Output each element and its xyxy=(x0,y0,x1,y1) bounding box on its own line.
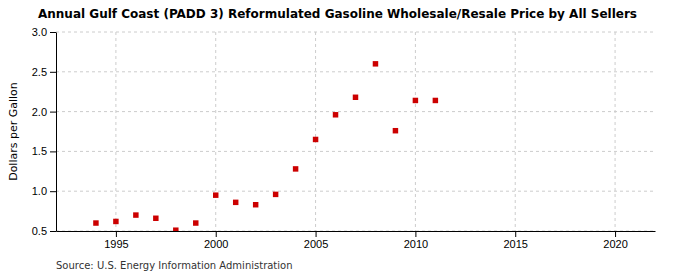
title: Annual Gulf Coast (PADD 3) Reformulated … xyxy=(38,7,637,21)
grid-line-y xyxy=(56,151,655,152)
x-tick-label: 2020 xyxy=(603,238,627,250)
x-axis-line xyxy=(57,231,656,232)
point xyxy=(353,95,358,100)
point xyxy=(413,98,418,103)
x-tick-mark xyxy=(116,231,117,237)
grid-line-x xyxy=(415,32,416,231)
plot-area: 1995 2000 2005 2010 2015 2020 0.5 1.0 1.5 2.0 2.5 3… xyxy=(32,26,656,250)
point xyxy=(193,220,198,225)
point xyxy=(93,220,98,225)
grid-line-y xyxy=(56,111,655,112)
x-tick: 2005 xyxy=(304,231,328,250)
y-tick: 2.5 xyxy=(32,66,56,78)
x-tick-label: 2015 xyxy=(503,238,527,250)
x-tick: 2020 xyxy=(603,231,627,250)
y-axis-line xyxy=(56,33,57,232)
grid-line-y xyxy=(56,71,655,72)
point xyxy=(213,192,218,197)
point xyxy=(273,192,278,197)
y-tick: 1.0 xyxy=(32,185,56,197)
y-tick-label: 1.5 xyxy=(32,145,47,157)
y-axis: 0.5 1.0 1.5 2.0 2.5 3.0 xyxy=(32,26,57,237)
grid-line-y xyxy=(56,231,655,232)
point xyxy=(313,137,318,142)
x-tick-mark xyxy=(415,231,416,237)
y-tick: 3.0 xyxy=(32,26,56,38)
y-tick-label: 2.5 xyxy=(32,66,47,78)
x-tick-mark xyxy=(216,231,217,237)
y-tick-label: 0.5 xyxy=(32,225,47,237)
grid-line-y xyxy=(56,32,655,33)
y-tick-mark xyxy=(50,32,56,33)
x-tick: 1995 xyxy=(104,231,128,250)
point xyxy=(113,219,118,224)
y-tick-label: 1.0 xyxy=(32,185,47,197)
point xyxy=(293,166,298,171)
y-tick: 0.5 xyxy=(32,225,56,237)
chart: 1995 2000 2005 2010 2015 2020 0.5 1.0 1.5 2.0 2.5 3… xyxy=(0,0,675,275)
grid-line-x xyxy=(115,32,116,231)
x-tick: 2015 xyxy=(503,231,527,250)
point xyxy=(333,112,338,117)
y-axis-label: Dollars per Gallon xyxy=(7,82,20,181)
y-tick: 1.5 xyxy=(32,145,56,157)
point xyxy=(253,202,258,207)
x-tick-label: 2005 xyxy=(304,238,328,250)
point xyxy=(393,128,398,133)
x-axis: 1995 2000 2005 2010 2015 2020 xyxy=(57,231,656,250)
point xyxy=(233,200,238,205)
y-tick-mark xyxy=(50,151,56,152)
y-tick: 2.0 xyxy=(32,106,56,118)
x-tick-mark xyxy=(615,231,616,237)
x-tick: 2000 xyxy=(204,231,228,250)
point xyxy=(173,227,178,231)
y-tick-label: 3.0 xyxy=(32,26,47,38)
grid xyxy=(56,32,655,231)
x-tick: 2010 xyxy=(404,231,428,250)
x-tick-label: 1995 xyxy=(104,238,128,250)
y-tick-label: 2.0 xyxy=(32,106,47,118)
point xyxy=(433,98,438,103)
source-note: Source: U.S. Energy Information Administ… xyxy=(56,260,293,271)
grid-line-x xyxy=(315,32,316,231)
y-tick-mark xyxy=(50,72,56,73)
point xyxy=(153,216,158,221)
grid-line-x xyxy=(515,32,516,231)
x-tick-mark xyxy=(515,231,516,237)
x-tick-mark xyxy=(316,231,317,237)
y-tick-mark xyxy=(50,231,56,232)
y-tick-mark xyxy=(50,112,56,113)
y-tick-mark xyxy=(50,191,56,192)
x-tick-label: 2010 xyxy=(404,238,428,250)
point xyxy=(133,212,138,217)
x-tick-label: 2000 xyxy=(204,238,228,250)
grid-line-y xyxy=(56,191,655,192)
point xyxy=(373,61,378,66)
grid-line-x xyxy=(615,32,616,231)
grid-line-x xyxy=(215,32,216,231)
points xyxy=(93,61,438,231)
